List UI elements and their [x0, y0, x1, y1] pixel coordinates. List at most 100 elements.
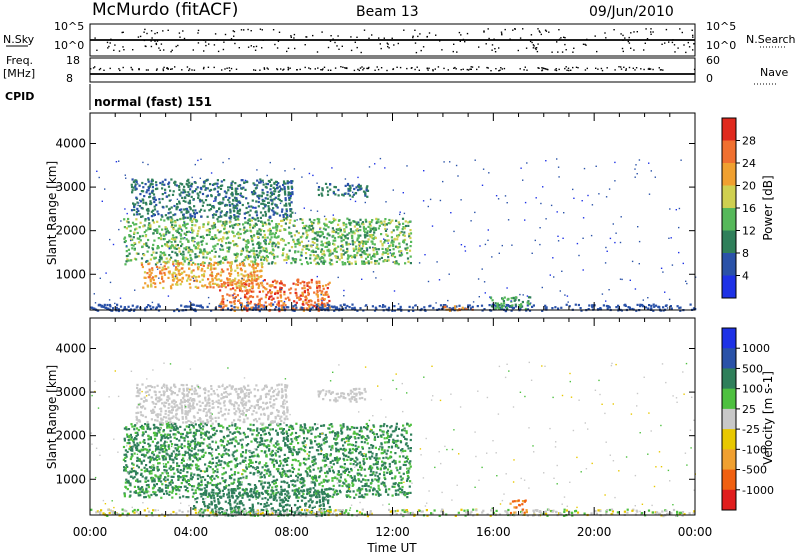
nsky-dot — [584, 43, 586, 46]
heatmap-cell — [219, 238, 223, 241]
heatmap-cell — [193, 279, 196, 282]
heatmap-cell — [177, 470, 180, 473]
heatmap-cell — [306, 282, 309, 285]
heatmap-cell — [257, 277, 260, 280]
heatmap-cell — [171, 278, 175, 281]
heatmap-cell — [351, 231, 354, 234]
heatmap-cell — [267, 262, 270, 265]
heatmap-cell — [308, 309, 312, 312]
heatmap-cell — [309, 307, 312, 310]
heatmap-cell — [349, 496, 352, 499]
heatmap-cell — [161, 228, 164, 231]
heatmap-cell — [200, 269, 203, 272]
nsky-dot — [564, 43, 566, 46]
heatmap-cell — [206, 252, 209, 255]
heatmap-cell — [634, 168, 636, 170]
heatmap-cell — [483, 308, 486, 311]
heatmap-cell — [252, 247, 255, 250]
heatmap-cell — [246, 298, 249, 301]
nave-dot — [601, 69, 604, 72]
heatmap-cell — [273, 482, 276, 485]
heatmap-cell — [269, 453, 272, 456]
nsky-dot — [488, 37, 490, 40]
heatmap-cell — [200, 263, 203, 266]
heatmap-cell — [291, 479, 294, 482]
heatmap-cell — [202, 253, 205, 256]
heatmap-cell — [270, 454, 273, 457]
heatmap-cell — [272, 463, 276, 466]
heatmap-cell — [526, 295, 529, 297]
heatmap-cell — [335, 256, 338, 259]
nave-dot — [469, 68, 471, 70]
heatmap-cell — [219, 305, 222, 308]
heatmap-cell — [327, 295, 330, 298]
heatmap-cell — [216, 218, 219, 221]
heatmap-cell — [332, 484, 335, 487]
heatmap-cell — [205, 492, 208, 495]
heatmap-cell — [175, 184, 178, 187]
heatmap-cell — [179, 283, 182, 286]
heatmap-cell — [286, 435, 290, 438]
heatmap-cell — [269, 238, 272, 241]
heatmap-cell — [164, 479, 167, 482]
heatmap-cell — [384, 167, 386, 169]
heatmap-cell — [660, 267, 663, 269]
heatmap-cell — [262, 202, 265, 205]
heatmap-cell — [91, 306, 94, 309]
heatmap-cell — [251, 216, 254, 219]
heatmap-cell — [163, 273, 167, 276]
heatmap-cell — [366, 255, 370, 258]
heatmap-cell — [304, 227, 307, 230]
heatmap-cell — [408, 485, 411, 488]
heatmap-cell — [369, 229, 372, 232]
heatmap-cell — [147, 180, 150, 183]
heatmap-cell — [609, 237, 612, 240]
heatmap-cell — [277, 467, 280, 471]
heatmap-cell — [136, 231, 139, 235]
heatmap-cell — [253, 454, 256, 457]
heatmap-cell — [230, 184, 233, 187]
heatmap-cell — [257, 444, 261, 447]
heatmap-cell — [154, 229, 157, 232]
heatmap-cell — [236, 204, 239, 207]
heatmap-cell — [250, 277, 254, 280]
heatmap-cell — [179, 233, 182, 236]
nsky-dot — [537, 28, 539, 30]
heatmap-cell — [408, 424, 411, 428]
heatmap-cell — [331, 263, 334, 266]
heatmap-cell — [262, 280, 264, 282]
heatmap-cell — [179, 226, 182, 229]
heatmap-cell — [374, 262, 377, 265]
heatmap-cell — [280, 219, 283, 222]
heatmap-cell — [217, 285, 220, 288]
nsky-dot — [334, 41, 336, 44]
heatmap-cell — [234, 223, 237, 226]
heatmap-cell — [150, 283, 153, 286]
nave-dot — [203, 66, 205, 69]
nsky-dot — [692, 34, 694, 37]
heatmap-cell — [289, 213, 292, 216]
heatmap-cell — [204, 422, 207, 425]
heatmap-cell — [270, 304, 273, 307]
heatmap-cell — [155, 251, 158, 254]
nave-dot — [418, 69, 420, 71]
heatmap-cell — [191, 231, 194, 234]
heatmap-cell — [388, 218, 391, 222]
nsky-dot — [154, 32, 156, 35]
nsky-dot — [163, 49, 165, 51]
heatmap-cell — [178, 227, 181, 230]
heatmap-cell — [230, 301, 233, 304]
heatmap-cell — [190, 270, 193, 273]
heatmap-cell — [147, 209, 150, 212]
nsky-dot — [287, 47, 290, 49]
heatmap-cell — [287, 187, 290, 190]
heatmap-cell — [326, 303, 329, 306]
nave-dot — [357, 68, 359, 71]
heatmap-cell — [106, 303, 109, 307]
heatmap-cell — [364, 218, 367, 221]
heatmap-cell — [170, 241, 173, 244]
heatmap-cell — [245, 243, 248, 246]
heatmap-cell — [204, 284, 207, 287]
heatmap-cell — [158, 266, 161, 269]
heatmap-cell — [171, 193, 175, 196]
